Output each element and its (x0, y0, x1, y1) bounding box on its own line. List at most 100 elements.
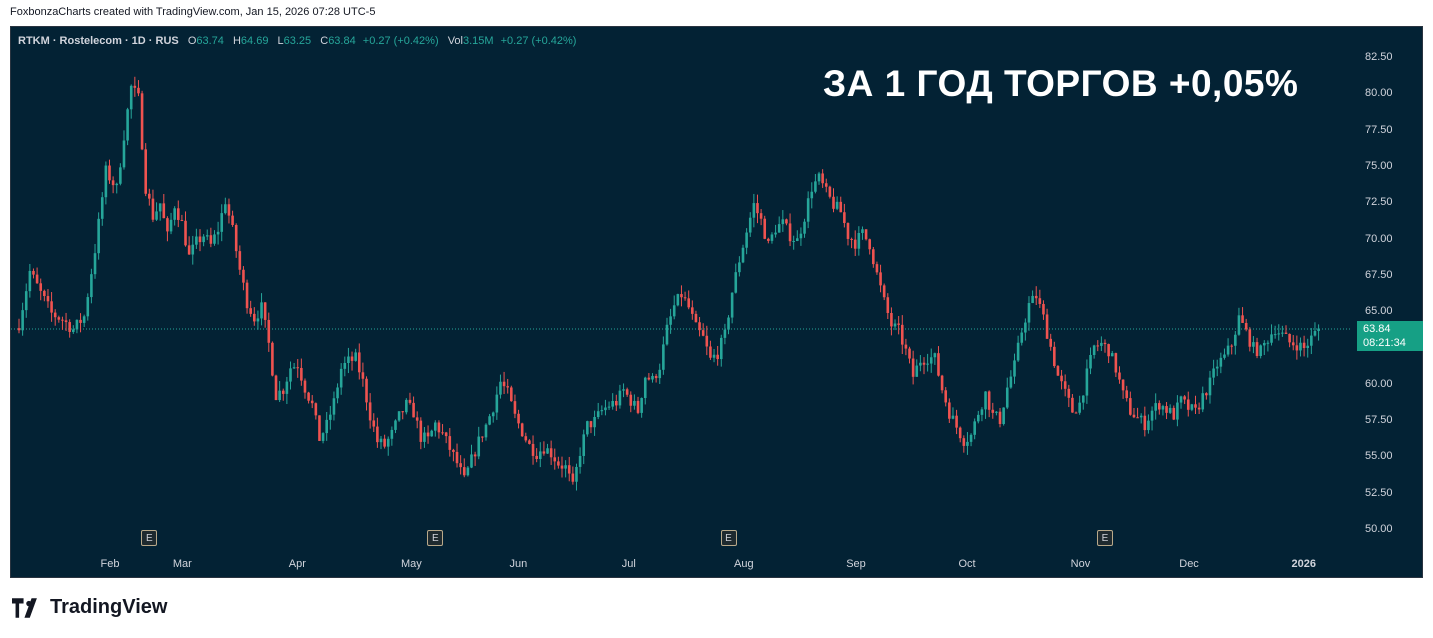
candle-down[interactable] (875, 264, 879, 273)
candle-up[interactable] (390, 429, 394, 439)
candle-up[interactable] (929, 357, 933, 364)
candle-up[interactable] (122, 140, 126, 168)
candle-up[interactable] (325, 419, 328, 434)
candle-down[interactable] (17, 328, 21, 331)
symbol-name[interactable]: RTKM · Rostelecom · 1D · RUS (18, 35, 179, 47)
candle-up[interactable] (75, 319, 79, 330)
candle-down[interactable] (1056, 366, 1060, 376)
candle-up[interactable] (738, 262, 741, 273)
candle-down[interactable] (1230, 345, 1233, 347)
candle-up[interactable] (640, 397, 643, 413)
candle-up[interactable] (1219, 357, 1223, 367)
candle-down[interactable] (864, 229, 868, 240)
candle-up[interactable] (129, 85, 133, 110)
candle-down[interactable] (1042, 303, 1045, 315)
candle-down[interactable] (1049, 338, 1052, 347)
candle-up[interactable] (220, 213, 224, 232)
candle-down[interactable] (987, 391, 991, 410)
candle-up[interactable] (893, 323, 897, 327)
price-axis[interactable]: 82.50 80.00 77.50 75.00 72.50 70.00 67.50 65.00… (1351, 27, 1424, 579)
candle-up[interactable] (1013, 360, 1016, 377)
candle-up[interactable] (1024, 322, 1027, 333)
candle-down[interactable] (911, 358, 915, 377)
candle-up[interactable] (806, 198, 810, 222)
candle-up[interactable] (593, 417, 596, 428)
candle-down[interactable] (162, 203, 166, 219)
candle-down[interactable] (502, 381, 506, 387)
candle-down[interactable] (1172, 407, 1176, 420)
candle-up[interactable] (1081, 395, 1085, 403)
candle-up[interactable] (1110, 353, 1114, 357)
candle-down[interactable] (1165, 406, 1168, 413)
candle-up[interactable] (1317, 328, 1320, 332)
candle-up[interactable] (289, 368, 292, 382)
candle-down[interactable] (531, 443, 535, 456)
candle-up[interactable] (1085, 368, 1089, 396)
candle-down[interactable] (245, 282, 249, 309)
candle-up[interactable] (1154, 403, 1157, 411)
candle-down[interactable] (756, 203, 759, 214)
candle-up[interactable] (354, 352, 357, 361)
candle-up[interactable] (1273, 334, 1277, 336)
candle-down[interactable] (473, 454, 477, 457)
candle-up[interactable] (741, 247, 745, 263)
candle-up[interactable] (1201, 393, 1205, 410)
candle-up[interactable] (195, 236, 198, 245)
candle-down[interactable] (1053, 346, 1056, 367)
candle-down[interactable] (481, 436, 484, 438)
candle-up[interactable] (86, 297, 90, 317)
candle-up[interactable] (600, 410, 604, 412)
candle-up[interactable] (803, 221, 806, 234)
candle-down[interactable] (958, 427, 962, 439)
candle-down[interactable] (687, 298, 690, 308)
candle-down[interactable] (253, 313, 256, 322)
candle-up[interactable] (100, 197, 104, 219)
candle-down[interactable] (303, 380, 307, 393)
candle-up[interactable] (796, 238, 799, 242)
candle-down[interactable] (1114, 353, 1118, 373)
candle-up[interactable] (1100, 342, 1103, 346)
candle-up[interactable] (973, 421, 976, 435)
candle-down[interactable] (698, 322, 701, 331)
candle-up[interactable] (119, 167, 122, 184)
candle-down[interactable] (350, 356, 354, 361)
candle-up[interactable] (1252, 342, 1255, 347)
candle-down[interactable] (944, 390, 948, 403)
candle-down[interactable] (824, 183, 828, 187)
candle-up[interactable] (405, 399, 408, 413)
candle-down[interactable] (528, 440, 531, 444)
candle-up[interactable] (604, 407, 607, 411)
candle-down[interactable] (763, 218, 767, 239)
candle-down[interactable] (184, 220, 187, 246)
candle-down[interactable] (560, 465, 564, 469)
candle-up[interactable] (933, 353, 937, 358)
candle-down[interactable] (281, 390, 285, 394)
candle-up[interactable] (488, 416, 491, 425)
candle-up[interactable] (169, 219, 173, 232)
candle-up[interactable] (1005, 387, 1009, 408)
candle-up[interactable] (499, 381, 502, 395)
candle-down[interactable] (1295, 345, 1299, 351)
candle-up[interactable] (748, 217, 752, 233)
candle-up[interactable] (980, 409, 984, 415)
candle-down[interactable] (517, 413, 520, 424)
candle-down[interactable] (1038, 298, 1042, 304)
candle-up[interactable] (578, 455, 582, 467)
candle-down[interactable] (231, 215, 234, 225)
candle-up[interactable] (792, 241, 795, 243)
candle-down[interactable] (151, 198, 155, 220)
candle-down[interactable] (1183, 396, 1186, 400)
candle-up[interactable] (379, 438, 383, 443)
candle-up[interactable] (336, 387, 339, 399)
candle-up[interactable] (1092, 345, 1096, 355)
candle-up[interactable] (216, 231, 220, 235)
candle-up[interactable] (814, 181, 817, 192)
candle-down[interactable] (50, 301, 53, 313)
candle-up[interactable] (1259, 345, 1262, 356)
candle-down[interactable] (1107, 344, 1110, 357)
candle-up[interactable] (1215, 366, 1219, 369)
candle-down[interactable] (701, 330, 705, 336)
candle-down[interactable] (705, 335, 709, 347)
candle-down[interactable] (589, 421, 593, 428)
candle-down[interactable] (571, 473, 575, 482)
